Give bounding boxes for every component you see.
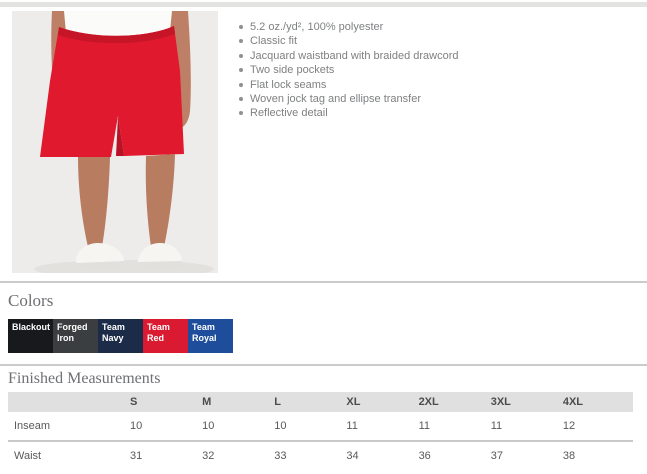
section-divider-top — [0, 2, 647, 7]
size-header: L — [272, 392, 345, 412]
shorts — [40, 26, 184, 157]
product-image — [12, 11, 218, 273]
feature-item: Woven jock tag and ellipse transfer — [237, 92, 637, 106]
measurement-cell: 32 — [202, 450, 215, 462]
measurement-cell: 11 — [416, 412, 489, 442]
size-header: S — [128, 392, 201, 412]
measurement-cell: 10 — [272, 412, 345, 442]
feature-list: 5.2 oz./yd², 100% polyester Classic fit … — [237, 20, 637, 121]
measurement-cell: 11 — [488, 412, 561, 442]
measurement-cell: 38 — [562, 450, 576, 462]
color-swatch-team-red[interactable]: Team Red — [143, 319, 188, 353]
feature-item: Two side pockets — [237, 63, 637, 77]
left-leg — [78, 157, 110, 247]
right-sole — [138, 261, 182, 268]
size-header: XL — [344, 392, 417, 412]
feature-item: 5.2 oz./yd², 100% polyester — [237, 20, 637, 34]
color-swatch-blackout[interactable]: Blackout — [8, 319, 53, 353]
measurement-cell: 10 — [128, 412, 201, 442]
measurement-cell: 34 — [346, 450, 359, 462]
size-header: M — [200, 392, 273, 412]
left-sole — [76, 261, 124, 268]
right-leg — [145, 154, 175, 247]
size-header-empty — [8, 392, 128, 412]
product-illustration — [12, 11, 218, 273]
waistband — [58, 26, 175, 44]
measurement-cell: 36 — [418, 450, 431, 462]
row-label: Inseam — [8, 412, 128, 442]
colors-title: Colors — [8, 291, 54, 310]
row-label: Waist — [14, 450, 42, 462]
tee-hem — [64, 11, 172, 39]
measurement-cell: 11 — [344, 412, 417, 442]
measurement-cell: 10 — [200, 412, 273, 442]
measurements-header-row: S M L XL 2XL 3XL 4XL — [8, 392, 633, 412]
feature-item: Classic fit — [237, 34, 637, 48]
color-swatch-forged-iron[interactable]: Forged Iron — [53, 319, 98, 353]
feature-item: Reflective detail — [237, 106, 637, 120]
measurements-title: Finished Measurements — [8, 370, 161, 387]
size-header: 2XL — [416, 392, 489, 412]
table-row-inseam: Inseam 10 10 10 11 11 11 12 — [8, 412, 633, 442]
color-swatch-team-royal[interactable]: Team Royal — [188, 319, 233, 353]
measurement-cell: 33 — [274, 450, 287, 462]
color-swatch-row: Blackout Forged Iron Team Navy Team Red … — [8, 319, 233, 353]
size-header: 4XL — [560, 392, 633, 412]
measurement-cell: 12 — [560, 412, 633, 442]
size-header: 3XL — [488, 392, 561, 412]
table-row-waist: Waist 31 32 33 34 36 37 38 — [8, 441, 633, 470]
color-swatch-team-navy[interactable]: Team Navy — [98, 319, 143, 353]
measurements-table: S M L XL 2XL 3XL 4XL Inseam 10 10 10 11 … — [8, 392, 633, 470]
section-divider — [0, 281, 647, 283]
feature-item: Jacquard waistband with braided drawcord — [237, 49, 637, 63]
measurement-cell: 31 — [130, 450, 143, 462]
section-divider — [0, 364, 647, 366]
feature-item: Flat lock seams — [237, 78, 637, 92]
shorts-fold — [116, 116, 124, 156]
measurement-cell: 37 — [490, 450, 503, 462]
